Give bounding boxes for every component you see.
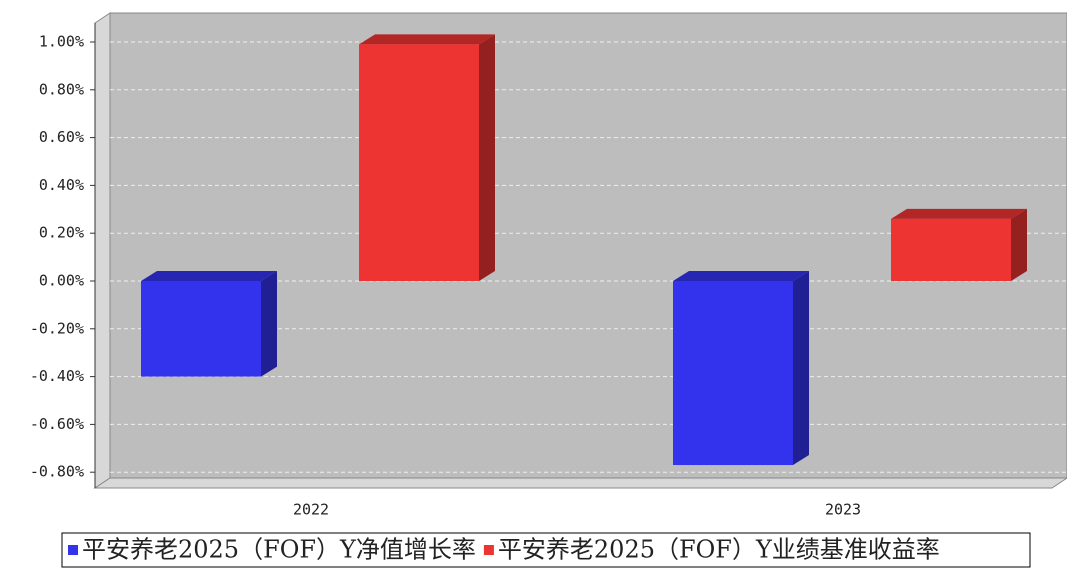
left-wall [94, 12, 111, 489]
bar [359, 44, 479, 281]
bar-side [793, 271, 809, 466]
y-tick-label: -0.80% [30, 463, 84, 481]
y-tick-label: -0.40% [30, 367, 84, 385]
y-tick-label: 1.00% [39, 33, 84, 51]
y-tick-label: 0.60% [39, 128, 84, 146]
bar [141, 281, 261, 377]
bar-side [261, 271, 277, 377]
bar-top [359, 34, 495, 45]
legend-swatch [68, 545, 78, 555]
bar-top [673, 271, 809, 281]
x-tick-label: 2022 [293, 501, 329, 519]
legend [61, 532, 1031, 568]
y-tick-label: 0.40% [39, 176, 84, 194]
legend-swatch [483, 545, 494, 555]
y-tick-label: -0.60% [30, 415, 84, 433]
legend-label: 平安养老2025（FOF）Y净值增长率 [82, 536, 476, 564]
bar-side [479, 34, 495, 281]
floor [93, 477, 1067, 489]
bar-side [1011, 208, 1027, 281]
y-tick-label: 0.80% [39, 80, 84, 98]
y-tick-label: 0.00% [39, 272, 84, 290]
x-tick-label: 2023 [825, 501, 861, 519]
legend-label: 平安养老2025（FOF）Y业绩基准收益率 [498, 536, 940, 564]
y-tick-label: 0.20% [39, 224, 84, 242]
bar-top [141, 271, 277, 281]
bar [673, 281, 793, 466]
bar-top [891, 208, 1027, 219]
y-tick-label: -0.20% [30, 319, 84, 337]
bar [891, 218, 1011, 281]
